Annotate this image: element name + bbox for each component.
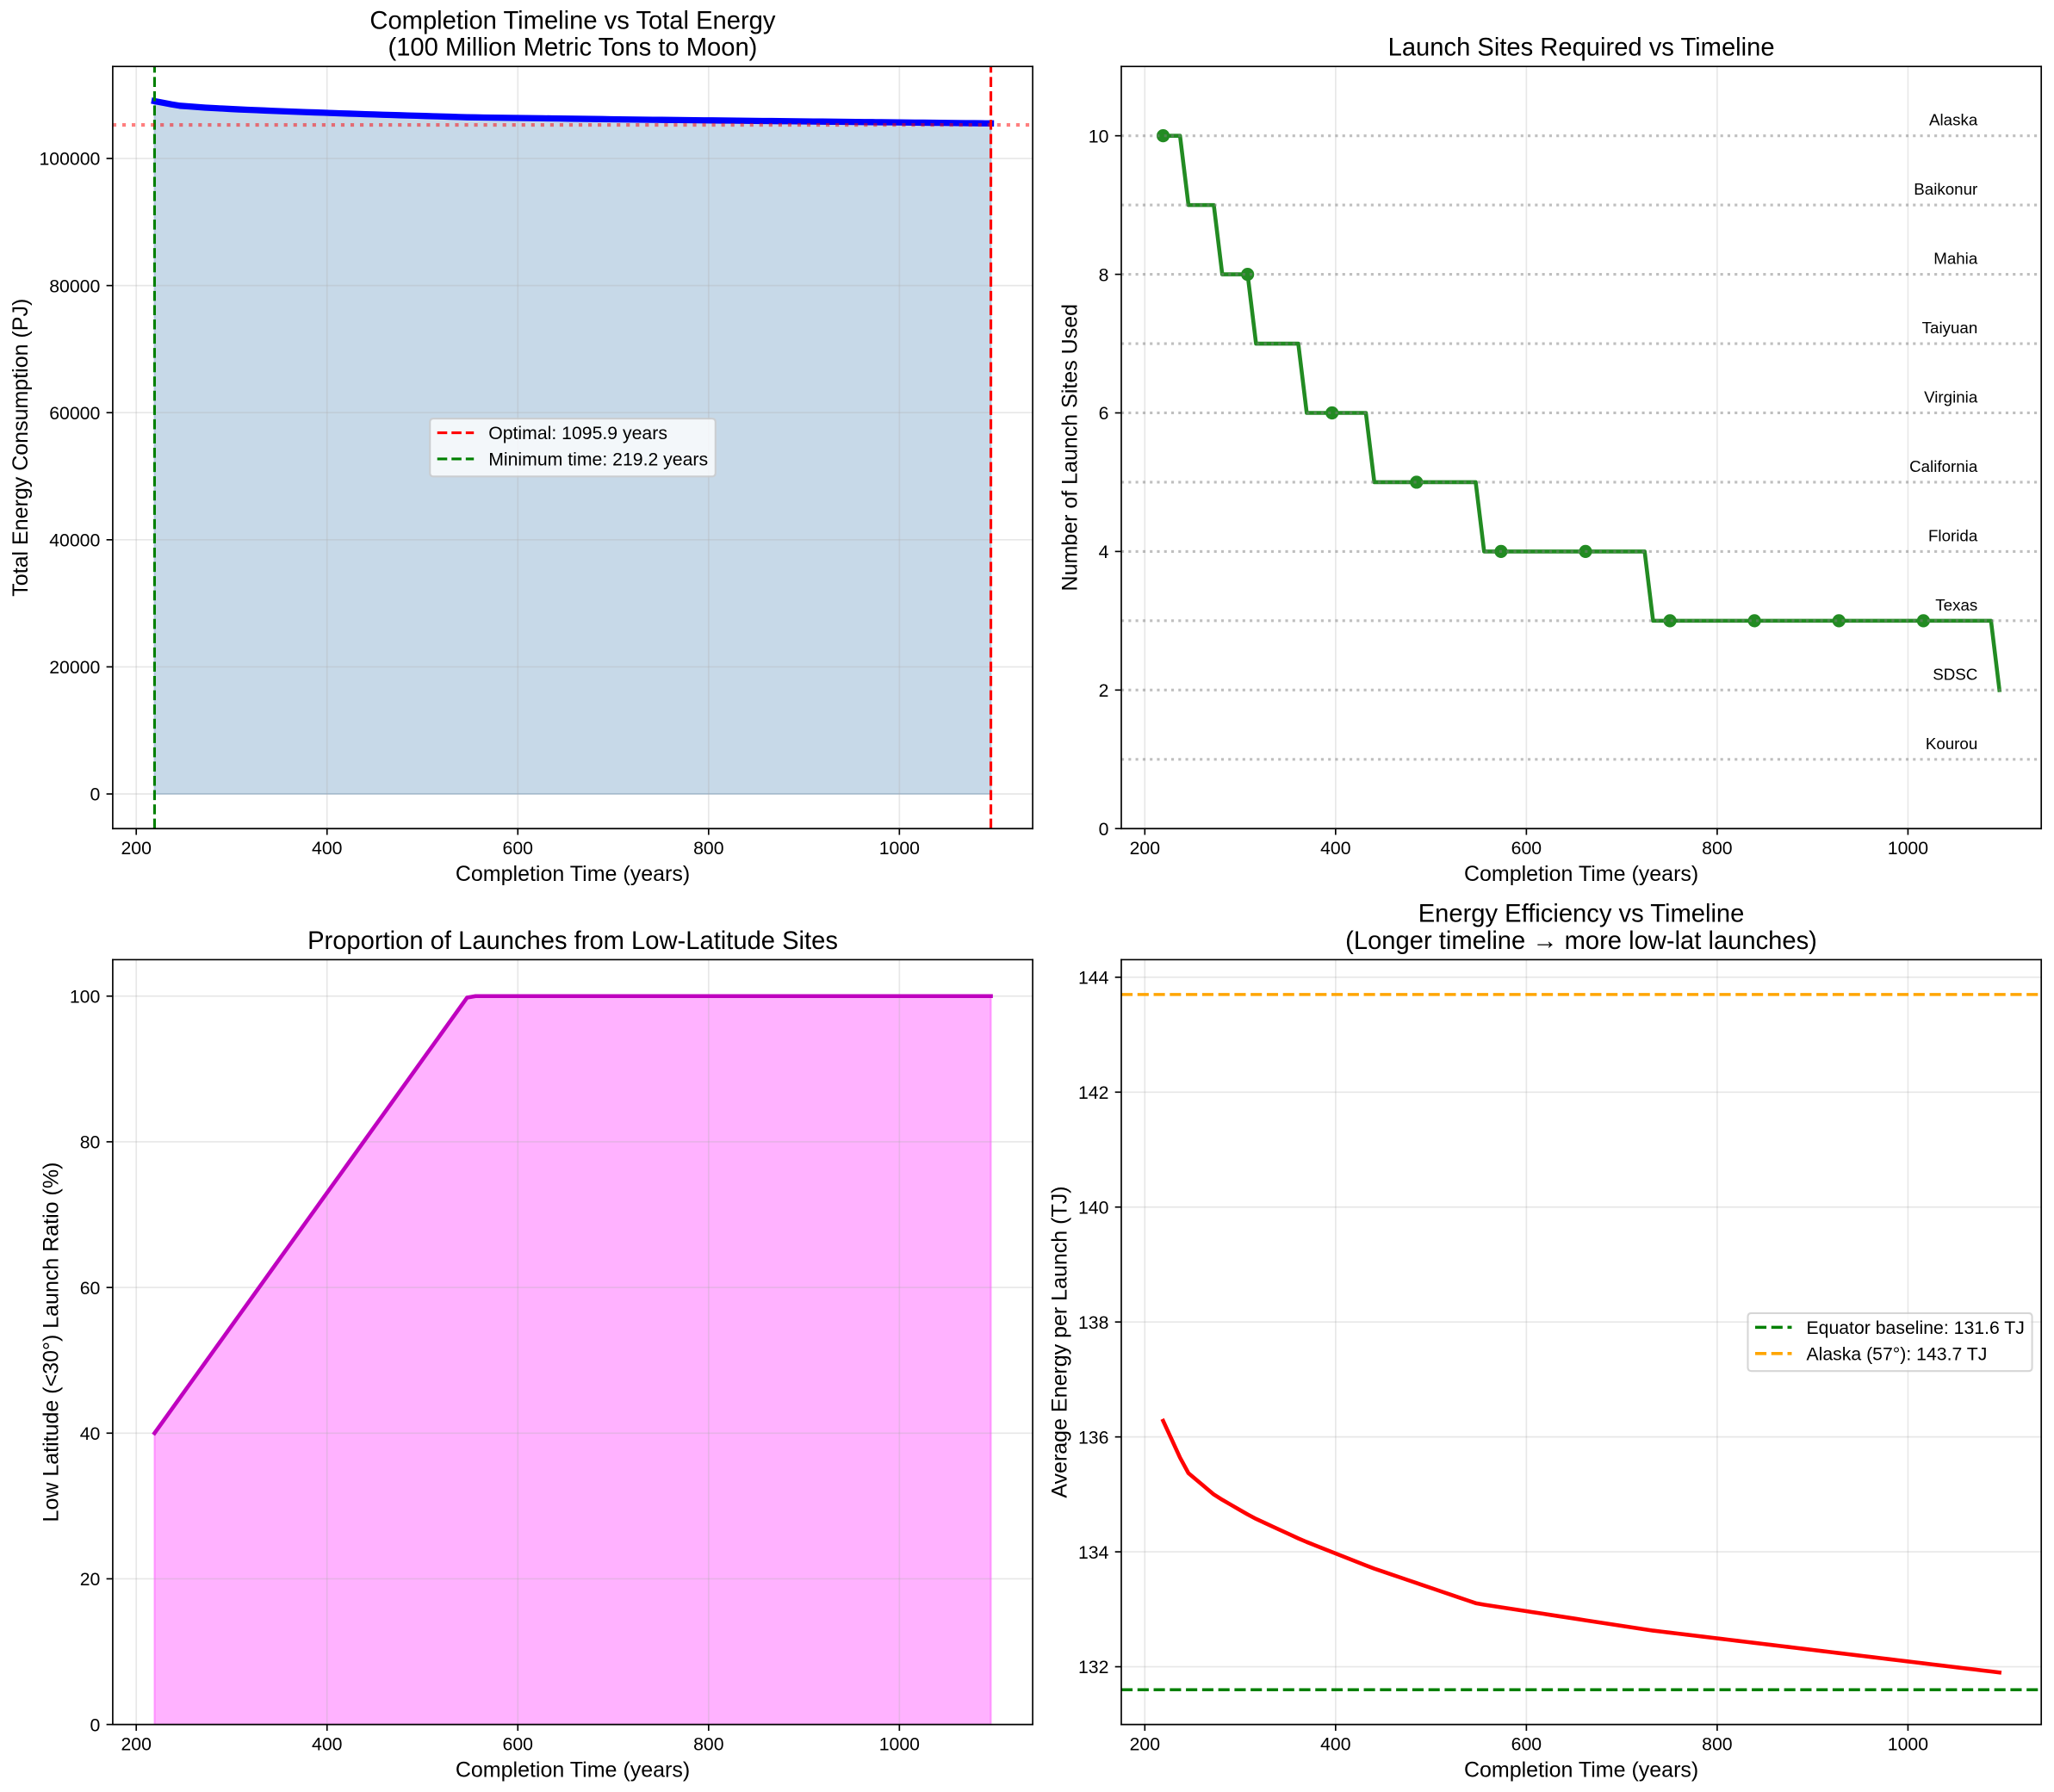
svg-text:140: 140 [1078,1197,1108,1218]
svg-text:400: 400 [312,838,342,859]
svg-text:Florida: Florida [1928,526,1978,544]
svg-text:Minimum time: 219.2 years: Minimum time: 219.2 years [488,449,708,469]
svg-text:Launch Sites Required vs Timel: Launch Sites Required vs Timeline [1388,34,1775,62]
svg-text:800: 800 [693,838,723,859]
svg-text:100: 100 [70,986,100,1007]
svg-text:40000: 40000 [49,530,100,551]
svg-text:800: 800 [693,1734,723,1755]
svg-text:400: 400 [1320,1734,1350,1755]
svg-text:0: 0 [90,1714,101,1735]
svg-text:(100 Million Metric Tons to Mo: (100 Million Metric Tons to Moon) [388,34,757,62]
svg-text:Completion Timeline vs Total E: Completion Timeline vs Total Energy [369,7,775,34]
svg-text:134: 134 [1078,1542,1109,1563]
svg-text:Taiyuan: Taiyuan [1922,319,1978,337]
svg-text:1000: 1000 [1888,838,1928,859]
svg-text:Number of Launch Sites Used: Number of Launch Sites Used [1058,304,1082,592]
svg-text:200: 200 [121,1734,151,1755]
svg-text:144: 144 [1078,968,1109,989]
svg-text:60: 60 [80,1278,101,1299]
svg-text:Completion Time (years): Completion Time (years) [1464,862,1698,886]
svg-text:40: 40 [80,1423,101,1444]
svg-text:Equator baseline: 131.6 TJ: Equator baseline: 131.6 TJ [1806,1318,2024,1338]
svg-text:(Longer timeline → more low-la: (Longer timeline → more low-lat launches… [1345,927,1817,955]
svg-text:600: 600 [1511,838,1542,859]
svg-text:138: 138 [1078,1312,1108,1333]
svg-text:Total Energy Consumption (PJ): Total Energy Consumption (PJ) [9,299,33,597]
svg-text:0: 0 [1099,819,1109,840]
svg-text:80000: 80000 [49,276,100,296]
svg-text:1000: 1000 [879,1734,920,1755]
svg-text:800: 800 [1702,838,1732,859]
svg-text:Alaska: Alaska [1929,111,1978,129]
svg-text:8: 8 [1099,264,1109,285]
svg-text:600: 600 [503,838,533,859]
svg-text:200: 200 [1130,838,1160,859]
svg-text:Average Energy per Launch (TJ): Average Energy per Launch (TJ) [1047,1186,1071,1497]
svg-text:Completion Time (years): Completion Time (years) [456,862,690,886]
svg-text:60000: 60000 [49,403,100,424]
svg-text:Kourou: Kourou [1926,735,1977,753]
svg-text:100000: 100000 [39,149,100,170]
svg-text:Low Latitude (<30°) Launch Rat: Low Latitude (<30°) Launch Ratio (%) [39,1163,63,1522]
svg-text:600: 600 [1511,1734,1542,1755]
svg-text:142: 142 [1078,1082,1108,1103]
svg-text:80: 80 [80,1132,101,1153]
svg-text:SDSC: SDSC [1933,665,1977,683]
svg-text:600: 600 [503,1734,533,1755]
svg-text:Optimal: 1095.9 years: Optimal: 1095.9 years [488,423,667,443]
svg-text:136: 136 [1078,1427,1108,1448]
svg-text:Texas: Texas [1935,596,1977,614]
svg-text:400: 400 [1320,838,1350,859]
svg-text:Completion Time (years): Completion Time (years) [1464,1758,1698,1782]
svg-text:Virginia: Virginia [1924,388,1978,406]
svg-text:0: 0 [90,784,101,805]
svg-text:2: 2 [1099,680,1109,701]
svg-text:1000: 1000 [879,838,920,859]
svg-text:800: 800 [1702,1734,1732,1755]
svg-text:Mahia: Mahia [1933,250,1978,268]
svg-text:6: 6 [1099,403,1109,424]
svg-text:400: 400 [312,1734,342,1755]
svg-text:California: California [1909,457,1978,475]
svg-text:200: 200 [121,838,151,859]
svg-text:4: 4 [1099,542,1109,562]
svg-text:20: 20 [80,1569,101,1590]
svg-text:200: 200 [1130,1734,1160,1755]
svg-text:Proportion of Launches from Lo: Proportion of Launches from Low-Latitude… [307,927,838,955]
svg-text:Baikonur: Baikonur [1914,180,1977,198]
svg-text:20000: 20000 [49,657,100,678]
svg-text:Alaska (57°): 143.7 TJ: Alaska (57°): 143.7 TJ [1806,1343,1987,1364]
svg-text:10: 10 [1089,126,1109,146]
svg-text:1000: 1000 [1888,1734,1928,1755]
svg-text:132: 132 [1078,1657,1108,1677]
svg-text:Energy Efficiency vs Timeline: Energy Efficiency vs Timeline [1418,901,1745,928]
svg-text:Completion Time (years): Completion Time (years) [456,1758,690,1782]
